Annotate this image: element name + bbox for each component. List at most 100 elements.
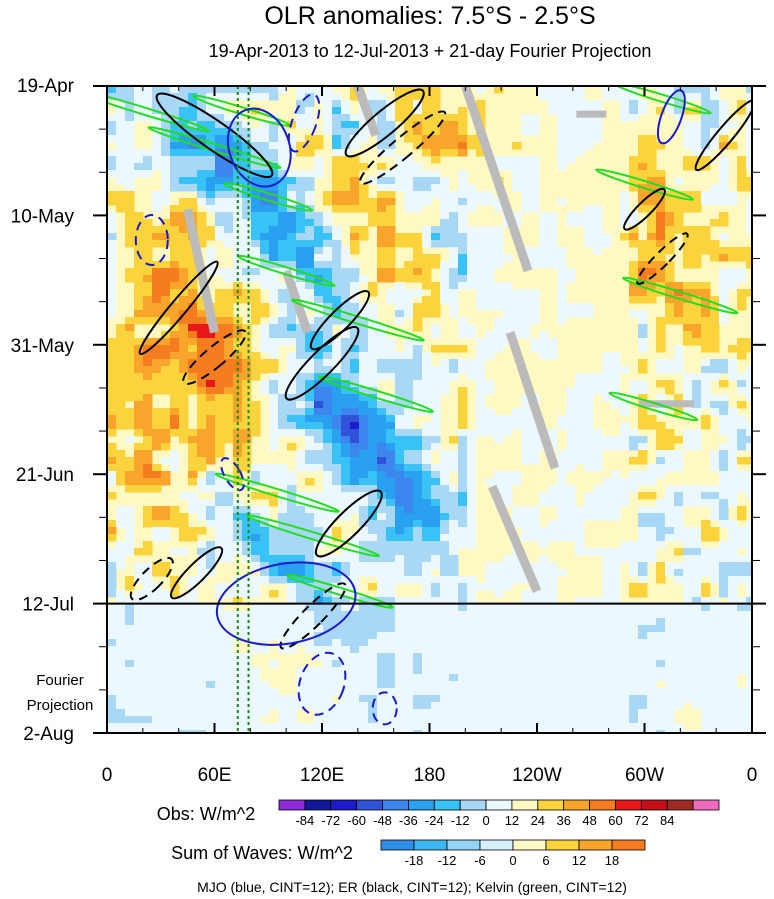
anomaly-cell [197,156,207,164]
anomaly-cell [134,471,144,479]
anomaly-cell [566,422,576,430]
anomaly-cell [647,205,657,213]
anomaly-cell [431,100,441,108]
anomaly-cell [359,499,369,507]
anomaly-cell [413,191,423,199]
anomaly-cell [647,149,657,157]
anomaly-cell [323,555,333,563]
anomaly-cell [224,506,234,514]
anomaly-cell [134,548,144,556]
anomaly-cell [332,716,342,724]
anomaly-cell [206,555,216,563]
anomaly-cell [224,345,234,353]
anomaly-cell [224,716,234,724]
anomaly-cell [305,506,315,514]
anomaly-cell [377,604,387,612]
anomaly-cell [296,695,306,703]
anomaly-cell [530,520,540,528]
anomaly-cell [296,597,306,605]
anomaly-cell [161,296,171,304]
anomaly-cell [692,324,702,332]
anomaly-cell [548,212,558,220]
anomaly-cell [386,660,396,668]
anomaly-cell [602,730,612,733]
anomaly-cell [467,513,477,521]
anomaly-cell [458,716,468,724]
anomaly-cell [188,135,198,143]
anomaly-cell [269,156,279,164]
anomaly-cell [638,338,648,346]
anomaly-cell [341,114,351,122]
anomaly-cell [431,191,441,199]
anomaly-cell [386,548,396,556]
anomaly-cell [332,576,342,584]
anomaly-cell [206,646,216,654]
anomaly-cell [458,331,468,339]
anomaly-cell [629,709,639,717]
anomaly-cell [584,674,594,682]
anomaly-cell [548,499,558,507]
anomaly-cell [449,205,459,213]
anomaly-cell [728,142,738,150]
anomaly-cell [458,653,468,661]
anomaly-cell [332,723,342,731]
anomaly-cell [359,548,369,556]
anomaly-cell [701,569,711,577]
anomaly-cell [233,436,243,444]
anomaly-cell [728,520,738,528]
anomaly-cell [413,646,423,654]
anomaly-cell [395,653,405,661]
anomaly-cell [431,709,441,717]
anomaly-cell [476,198,486,206]
anomaly-cell [476,359,486,367]
anomaly-cell [107,310,117,318]
anomaly-cell [449,723,459,731]
anomaly-cell [449,366,459,374]
anomaly-cell [278,506,288,514]
anomaly-cell [584,464,594,472]
anomaly-cell [503,555,513,563]
anomaly-cell [431,478,441,486]
anomaly-cell [413,184,423,192]
er-contour [129,556,174,601]
anomaly-cell [179,548,189,556]
anomaly-cell [458,121,468,129]
anomaly-cell [368,338,378,346]
anomaly-cell [710,296,720,304]
anomaly-cell [332,471,342,479]
anomaly-cell [710,527,720,535]
anomaly-cell [638,576,648,584]
anomaly-cell [656,611,666,619]
anomaly-cell [701,86,711,94]
anomaly-cell [575,625,585,633]
anomaly-cell [647,247,657,255]
anomaly-cell [431,149,441,157]
anomaly-cell [269,541,279,549]
anomaly-cell [737,387,747,395]
anomaly-cell [593,681,603,689]
anomaly-cell [143,345,153,353]
anomaly-cell [332,296,342,304]
anomaly-cell [629,660,639,668]
anomaly-cell [665,198,675,206]
anomaly-cell [134,625,144,633]
anomaly-cell [620,436,630,444]
anomaly-cell [287,506,297,514]
anomaly-cell [143,660,153,668]
anomaly-cell [224,205,234,213]
anomaly-cell [359,625,369,633]
anomaly-cell [665,212,675,220]
anomaly-cell [116,149,126,157]
anomaly-cell [575,219,585,227]
anomaly-cell [314,688,324,696]
anomaly-cell [422,681,432,689]
anomaly-cell [260,324,270,332]
anomaly-cell [467,660,477,668]
anomaly-cell [161,359,171,367]
anomaly-cell [701,660,711,668]
anomaly-cell [449,583,459,591]
anomaly-cell [359,674,369,682]
anomaly-cell [134,429,144,437]
er-contour [284,325,360,401]
anomaly-cell [413,198,423,206]
